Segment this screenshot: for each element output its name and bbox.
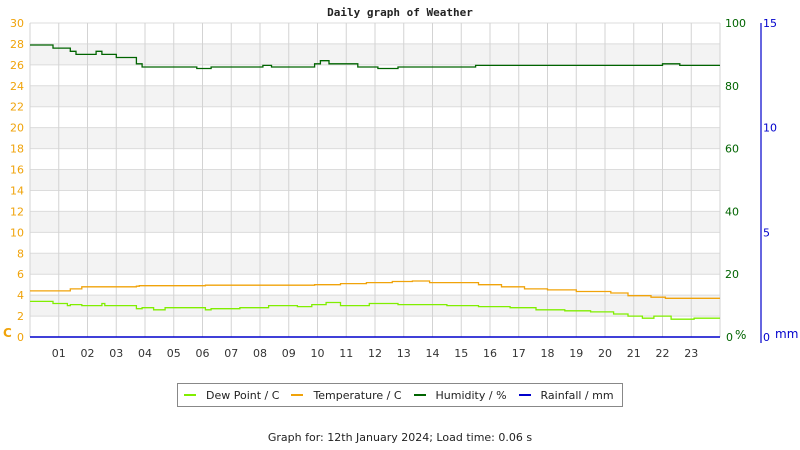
x-tick-label: 17 — [512, 347, 526, 360]
left-axis-unit: C — [3, 326, 12, 340]
rainfall-axis-unit: mm — [775, 327, 798, 341]
left-tick-label: 20 — [10, 122, 24, 135]
x-tick-label: 02 — [81, 347, 95, 360]
right-axis-humidity-ticks: 0 20 40 60 80 100 — [725, 17, 746, 344]
left-tick-label: 28 — [10, 38, 24, 51]
humidity-line — [30, 44, 720, 70]
rainfall-tick-label: 10 — [763, 122, 777, 135]
x-axis-ticks: 01 02 03 04 05 06 07 08 09 10 11 12 13 14 15 16 17 18 19 20… — [52, 347, 699, 360]
right-tick-label: 100 — [725, 17, 746, 30]
legend-label: Rainfall / mm — [540, 388, 614, 402]
left-tick-label: 2 — [17, 310, 24, 323]
x-tick-label: 04 — [138, 347, 152, 360]
legend-swatch-icon — [291, 394, 304, 396]
x-tick-label: 13 — [397, 347, 411, 360]
legend-swatch-icon — [518, 394, 531, 396]
left-tick-label: 24 — [10, 80, 24, 93]
x-tick-label: 23 — [684, 347, 698, 360]
left-tick-label: 6 — [17, 268, 24, 281]
rainfall-tick-label: 5 — [763, 226, 770, 239]
x-tick-label: 09 — [282, 347, 296, 360]
dew-point-line — [30, 300, 720, 320]
x-tick-label: 14 — [426, 347, 440, 360]
x-tick-label: 18 — [541, 347, 555, 360]
x-tick-label: 10 — [311, 347, 325, 360]
left-tick-label: 8 — [17, 247, 24, 260]
x-tick-label: 12 — [368, 347, 382, 360]
legend-label: Dew Point / C — [206, 388, 280, 402]
x-tick-label: 16 — [483, 347, 497, 360]
x-tick-label: 19 — [569, 347, 583, 360]
left-tick-label: 14 — [10, 184, 24, 197]
legend-item: Temperature / C — [289, 388, 402, 402]
x-tick-label: 11 — [339, 347, 353, 360]
left-tick-label: 18 — [10, 143, 24, 156]
x-tick-label: 22 — [656, 347, 670, 360]
right-tick-label: 20 — [725, 268, 739, 281]
left-tick-label: 22 — [10, 101, 24, 114]
right-axis-unit: % — [735, 328, 746, 342]
left-tick-label: 0 — [17, 331, 24, 344]
right-axis-rainfall-ticks: 0 5 10 15 — [763, 17, 777, 344]
footer-status: Graph for: 12th January 2024; Load time:… — [267, 431, 533, 444]
right-tick-label: 60 — [725, 143, 739, 156]
left-tick-label: 10 — [10, 226, 24, 239]
chart-title: Daily graph of Weather — [327, 6, 473, 19]
x-tick-label: 06 — [196, 347, 210, 360]
legend-swatch-icon — [184, 394, 196, 396]
x-tick-label: 20 — [598, 347, 612, 360]
rainfall-tick-label: 0 — [763, 331, 770, 344]
grid-lines — [29, 22, 721, 338]
legend-label: Temperature / C — [313, 388, 402, 402]
legend-swatch-icon — [413, 394, 426, 396]
right-tick-label: 40 — [725, 205, 739, 218]
left-tick-label: 26 — [10, 59, 24, 72]
temperature-line — [30, 280, 720, 299]
rainfall-tick-label: 15 — [763, 17, 777, 30]
x-tick-label: 05 — [167, 347, 181, 360]
left-tick-label: 12 — [10, 205, 24, 218]
x-tick-label: 08 — [253, 347, 267, 360]
left-tick-label: 16 — [10, 164, 24, 177]
x-tick-label: 21 — [627, 347, 641, 360]
legend: Dew Point / C Temperature / C Humidity / %… — [177, 383, 623, 407]
right-tick-label: 0 — [726, 331, 733, 344]
legend-item: Humidity / % — [412, 389, 507, 402]
x-tick-label: 07 — [224, 347, 238, 360]
legend-item: Dew Point / C — [182, 389, 279, 402]
left-tick-label: 30 — [10, 17, 24, 30]
right-tick-label: 80 — [725, 80, 739, 93]
left-tick-label: 4 — [17, 289, 24, 302]
series-lines — [30, 44, 720, 338]
x-tick-label: 15 — [454, 347, 468, 360]
legend-item: Rainfall / mm — [517, 389, 614, 402]
x-tick-label: 01 — [52, 347, 66, 360]
x-tick-label: 03 — [109, 347, 123, 360]
legend-label: Humidity / % — [435, 388, 507, 402]
